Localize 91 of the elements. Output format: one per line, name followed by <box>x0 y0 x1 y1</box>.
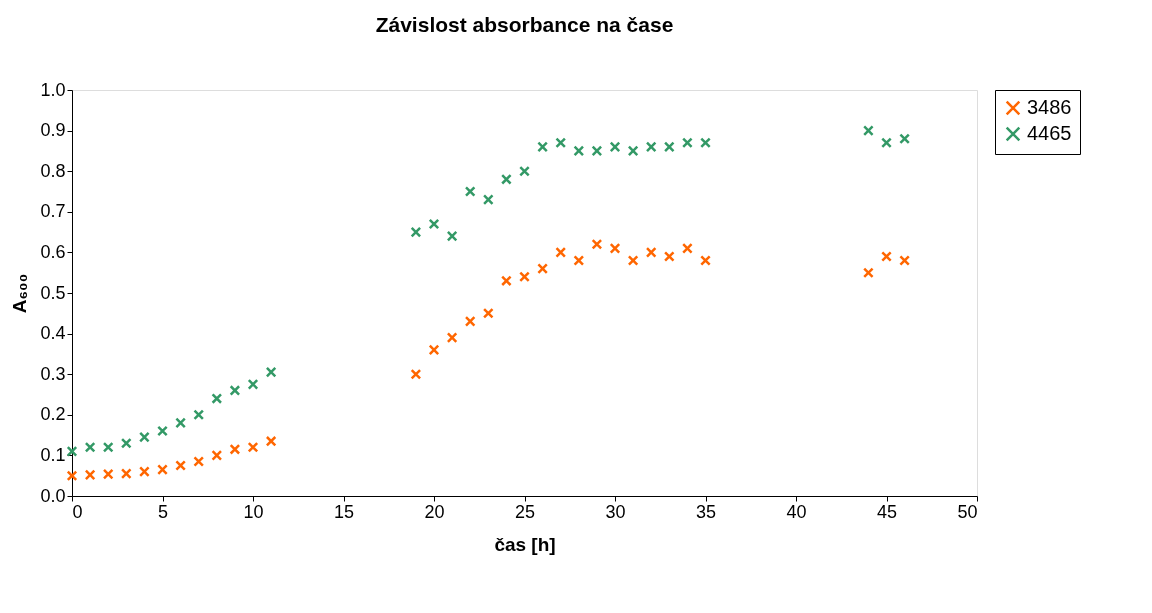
point <box>157 464 168 476</box>
point <box>84 441 96 453</box>
x-tick-label: 0 <box>72 501 83 522</box>
point <box>700 137 711 149</box>
point <box>663 141 675 153</box>
y-tick-label: 0.5 <box>40 282 66 303</box>
point <box>881 137 892 149</box>
point <box>899 133 911 145</box>
point <box>247 378 259 390</box>
point <box>482 307 494 319</box>
x-tick-label: 40 <box>786 501 807 522</box>
y-tick-label: 0.6 <box>40 241 66 262</box>
point <box>681 137 693 149</box>
point <box>555 246 567 258</box>
point <box>627 255 639 266</box>
y-tick-label: 0.7 <box>40 201 66 222</box>
point <box>84 469 96 481</box>
point <box>446 332 458 344</box>
point <box>609 141 621 153</box>
point <box>410 226 422 238</box>
point <box>66 445 78 457</box>
point <box>537 141 549 153</box>
point <box>265 366 277 378</box>
point <box>120 437 132 449</box>
point <box>247 441 259 453</box>
y-tick-label: 1.0 <box>40 79 66 100</box>
y-tick-label: 0.4 <box>40 323 66 344</box>
point <box>899 255 911 266</box>
point <box>193 456 205 467</box>
chart-title: Závislost absorbance na čase <box>375 13 674 36</box>
point <box>428 218 440 230</box>
point <box>102 441 114 453</box>
point <box>555 137 567 149</box>
y-axis-title: A₆₀₀ <box>9 273 31 314</box>
legend-label: 3486 <box>1027 96 1072 118</box>
point <box>138 431 150 443</box>
point <box>157 425 168 437</box>
y-tick-label: 0.1 <box>40 444 66 465</box>
point <box>464 186 476 197</box>
point <box>500 173 512 185</box>
point <box>573 145 585 157</box>
x-axis-title: čas [h] <box>494 533 556 555</box>
x-tick-label: 30 <box>605 501 626 522</box>
x-tick-label: 25 <box>514 501 536 522</box>
point <box>138 466 150 478</box>
x-tick-label: 5 <box>157 501 169 522</box>
point <box>428 344 440 356</box>
point <box>265 435 277 447</box>
point <box>591 238 603 250</box>
point <box>229 385 241 396</box>
x-tick-label: 45 <box>876 501 898 522</box>
point <box>537 263 549 275</box>
point <box>862 125 874 137</box>
x-tick-label: 20 <box>424 501 445 522</box>
x-tick-label: 15 <box>333 501 355 522</box>
point <box>627 145 639 157</box>
point <box>881 251 892 262</box>
point <box>102 468 114 480</box>
point <box>609 242 621 254</box>
point <box>482 194 494 206</box>
point <box>193 409 205 421</box>
point <box>120 468 132 480</box>
y-tick-label: 0.2 <box>40 404 66 425</box>
point <box>681 242 693 254</box>
point <box>645 246 657 258</box>
point <box>519 271 530 283</box>
point <box>66 470 78 482</box>
y-tick-label: 0.0 <box>40 485 66 506</box>
x-tick-label: 10 <box>243 501 264 522</box>
point <box>573 255 585 266</box>
point <box>500 275 512 287</box>
point <box>862 267 874 279</box>
point <box>175 460 187 471</box>
point <box>591 145 603 157</box>
y-tick-label: 0.9 <box>40 120 66 141</box>
point <box>519 165 530 177</box>
point <box>211 393 223 404</box>
y-tick-label: 0.3 <box>40 363 66 384</box>
point <box>663 251 675 262</box>
x-tick-label: 50 <box>957 501 978 522</box>
x-tick-label: 35 <box>695 501 717 522</box>
point <box>175 417 187 429</box>
point <box>700 255 711 266</box>
point <box>446 230 458 242</box>
legend-label: 4465 <box>1027 122 1072 144</box>
y-tick-label: 0.8 <box>40 160 66 181</box>
point <box>645 141 657 153</box>
point <box>410 368 422 380</box>
point <box>464 315 476 327</box>
point <box>211 449 223 461</box>
point <box>229 443 241 455</box>
